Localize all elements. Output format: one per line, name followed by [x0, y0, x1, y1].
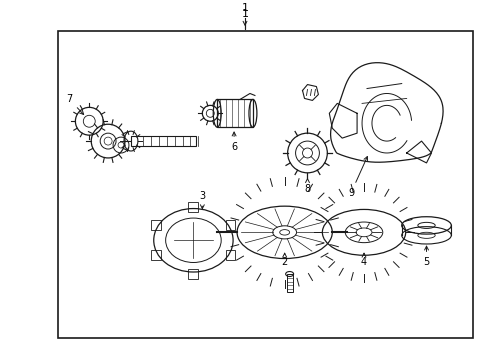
Bar: [151, 251, 161, 260]
Bar: [189, 269, 198, 279]
Text: 7: 7: [66, 94, 84, 114]
Bar: [225, 251, 236, 260]
Bar: [225, 220, 236, 230]
Bar: [151, 220, 161, 230]
Text: 9: 9: [348, 157, 368, 198]
Bar: [217, 99, 253, 127]
Bar: [58, 31, 473, 338]
Text: 5: 5: [423, 246, 430, 267]
Polygon shape: [329, 103, 357, 138]
Bar: [131, 136, 196, 146]
Text: 8: 8: [304, 178, 311, 194]
Text: 4: 4: [361, 253, 367, 267]
Text: 1: 1: [242, 3, 248, 13]
Text: 1: 1: [242, 9, 248, 19]
Polygon shape: [302, 85, 318, 100]
Polygon shape: [407, 141, 432, 163]
Bar: [287, 274, 293, 292]
Text: 6: 6: [231, 132, 237, 152]
Polygon shape: [331, 63, 443, 162]
Text: 2: 2: [282, 253, 288, 267]
Text: 3: 3: [199, 191, 205, 209]
Bar: [189, 202, 198, 212]
